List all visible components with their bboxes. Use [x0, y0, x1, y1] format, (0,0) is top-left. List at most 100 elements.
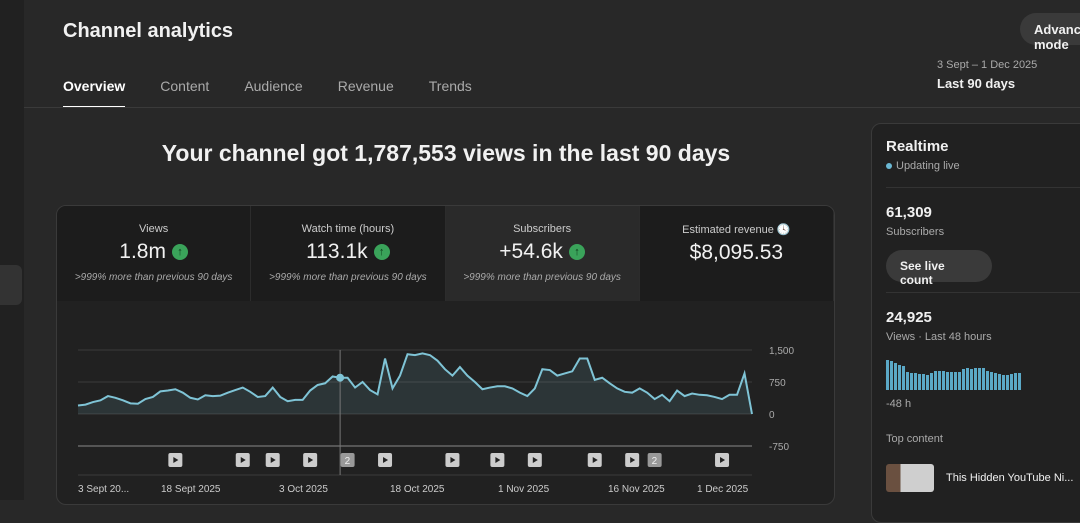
metric-subscribers[interactable]: Subscribers +54.6k ↑ >999% more than prev… — [445, 206, 640, 301]
area-fill — [78, 353, 752, 414]
metric-value: $8,095.53 — [689, 241, 784, 264]
top-content-title[interactable]: This Hidden YouTube Ni... — [946, 472, 1074, 484]
metric-value: 1.8m — [119, 240, 166, 263]
realtime-bar — [986, 371, 989, 390]
realtime-bar — [902, 366, 905, 390]
realtime-bar — [894, 363, 897, 390]
metric-value: +54.6k — [499, 240, 563, 263]
views-count: 24,925 — [886, 309, 932, 326]
realtime-bar — [1002, 375, 1005, 390]
realtime-bar — [1010, 374, 1013, 390]
date-range: 3 Sept – 1 Dec 2025 — [937, 59, 1038, 71]
video-marker — [647, 453, 662, 467]
metric-label: Views — [139, 223, 169, 235]
marker-count: 2 — [345, 456, 351, 467]
realtime-bar — [934, 371, 937, 390]
arrow-up-icon: ↑ — [568, 244, 585, 260]
realtime-bar-chart — [886, 354, 1021, 390]
play-icon — [495, 457, 501, 463]
play-icon — [450, 457, 456, 463]
see-live-count-button[interactable]: See live count — [886, 250, 992, 287]
date-range-picker[interactable]: 3 Sept – 1 Dec 2025 Last 90 days — [937, 59, 1037, 91]
realtime-bar — [990, 372, 993, 390]
realtime-bar — [922, 374, 925, 390]
axis-label: -48 h — [886, 398, 912, 410]
y-tick-label: -750 — [769, 442, 789, 453]
clock-icon[interactable]: 🕓 — [776, 224, 791, 236]
realtime-bar — [978, 368, 981, 390]
play-icon — [720, 457, 726, 463]
y-tick-label: 1,500 — [769, 346, 794, 357]
arrow-up-icon: ↑ — [171, 244, 188, 260]
tab-audience[interactable]: Audience — [244, 78, 303, 94]
video-marker — [340, 453, 355, 467]
realtime-bar — [974, 368, 977, 390]
advanced-mode-button[interactable]: Advanced mode — [1020, 13, 1080, 52]
subscriber-label: Subscribers — [886, 226, 945, 238]
play-icon — [270, 457, 276, 463]
hover-point — [336, 373, 345, 382]
x-tick-label: 1 Nov 2025 — [498, 484, 550, 495]
realtime-bar — [926, 375, 929, 390]
metric-revenue[interactable]: Estimated revenue 🕓 $8,095.53 — [639, 206, 834, 301]
divider — [886, 292, 1080, 293]
top-content-label: Top content — [886, 433, 943, 445]
metric-compare: >999% more than previous 90 days — [74, 272, 233, 283]
realtime-bar — [970, 369, 973, 390]
realtime-bar — [998, 374, 1001, 390]
video-thumbnail[interactable] — [886, 464, 934, 492]
realtime-bar — [1006, 375, 1009, 390]
metric-views[interactable]: Views 1.8m ↑ >999% more than previous 90 … — [57, 206, 252, 301]
series-line — [77, 352, 753, 415]
x-tick-label: 3 Sept 20... — [78, 484, 129, 495]
y-tick-label: 750 — [769, 378, 786, 389]
metric-label: Estimated revenue — [682, 224, 774, 236]
realtime-bar — [958, 372, 961, 390]
realtime-panel: Realtime Updating live 61,309 Subscriber… — [871, 123, 1080, 523]
realtime-bar — [886, 360, 889, 390]
page-title: Channel analytics — [63, 20, 234, 42]
play-icon — [592, 457, 598, 463]
views-label: Views · Last 48 hours — [886, 331, 992, 343]
realtime-bar — [982, 368, 985, 390]
overview-card: Views 1.8m ↑ >999% more than previous 90 … — [56, 205, 835, 505]
realtime-bar — [938, 371, 941, 390]
realtime-bar — [950, 372, 953, 390]
realtime-bar — [930, 373, 933, 390]
metric-value: 113.1k — [306, 240, 368, 263]
realtime-bar — [1014, 373, 1017, 390]
metric-label: Subscribers — [513, 223, 572, 235]
metric-label: Watch time (hours) — [301, 223, 395, 235]
x-tick-label: 18 Oct 2025 — [390, 484, 445, 495]
realtime-bar — [890, 361, 893, 390]
realtime-bar — [966, 368, 969, 390]
play-icon — [532, 457, 538, 463]
realtime-title: Realtime — [886, 138, 949, 155]
realtime-bar — [946, 372, 949, 390]
realtime-bar — [918, 374, 921, 390]
x-tick-label: 1 Dec 2025 — [697, 484, 749, 495]
play-icon — [630, 457, 636, 463]
live-status: Updating live — [886, 160, 960, 172]
divider — [886, 187, 1080, 188]
arrow-up-icon: ↑ — [373, 244, 390, 260]
realtime-bar — [942, 371, 945, 390]
marker-count: 2 — [652, 456, 658, 467]
subscriber-count: 61,309 — [886, 204, 932, 221]
sidebar-selected-item[interactable] — [0, 265, 22, 305]
views-chart: 1,500 750 0 -750 3 Sept 20... 18 Sept 2025 3 O… — [77, 346, 794, 495]
play-icon — [240, 457, 246, 463]
live-status-text: Updating live — [896, 160, 960, 172]
metric-watch-time[interactable]: Watch time (hours) 113.1k ↑ >999% more th… — [251, 206, 446, 301]
left-sidebar — [0, 0, 24, 500]
metric-compare: >999% more than previous 90 days — [463, 272, 621, 283]
tab-revenue[interactable]: Revenue — [337, 78, 394, 94]
realtime-bar — [910, 373, 913, 390]
play-icon — [173, 457, 179, 463]
tab-trends[interactable]: Trends — [428, 78, 472, 94]
period-label: Last 90 days — [937, 76, 1016, 91]
tab-content[interactable]: Content — [160, 78, 210, 94]
divider — [24, 107, 1080, 108]
play-icon — [383, 457, 389, 463]
y-tick-label: 0 — [769, 410, 775, 421]
